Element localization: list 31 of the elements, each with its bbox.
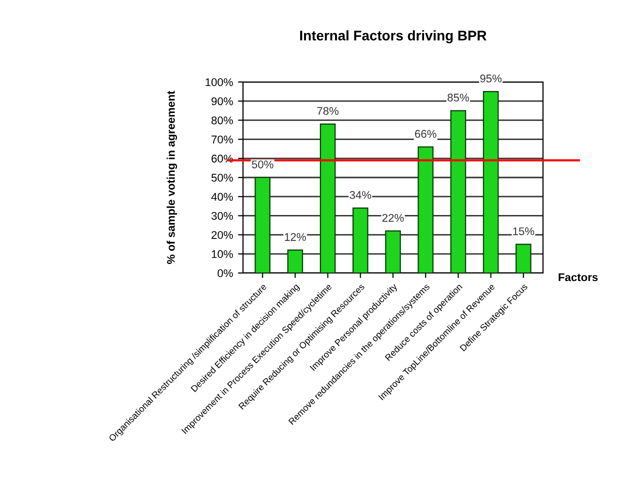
data-label: 15% [513,227,534,236]
y-tick-label: 20% [212,231,233,239]
y-axis-title: % of sample voting in agreement [166,90,178,264]
data-label: 66% [415,130,436,138]
y-tick-label: 100% [206,78,233,86]
data-label: 50% [252,160,274,168]
bar [450,110,466,273]
y-tick-label: 0% [218,269,233,278]
bar [482,90,499,273]
y-tick-label: 70% [212,136,233,144]
data-label: 95% [480,74,502,82]
data-label: 78% [317,107,339,115]
y-tick-label: 80% [212,116,233,124]
data-label: 22% [382,214,404,222]
y-tick-label: 50% [211,174,233,182]
y-tick-label: 10% [212,250,233,258]
bar [287,250,304,273]
data-label: 12% [284,233,306,241]
data-label: 34% [350,191,372,199]
bar [385,230,401,273]
data-label: 85% [448,94,469,102]
chart-title: Internal Factors driving BPR [300,30,486,44]
bar [320,123,336,273]
y-tick-label: 90% [212,97,233,106]
bar [352,208,368,273]
y-tick-label: 30% [211,212,233,220]
bar [254,176,270,273]
bar [516,244,532,273]
bar [418,146,434,273]
x-axis-title: Factors [558,273,598,282]
y-tick-label: 40% [211,192,233,201]
